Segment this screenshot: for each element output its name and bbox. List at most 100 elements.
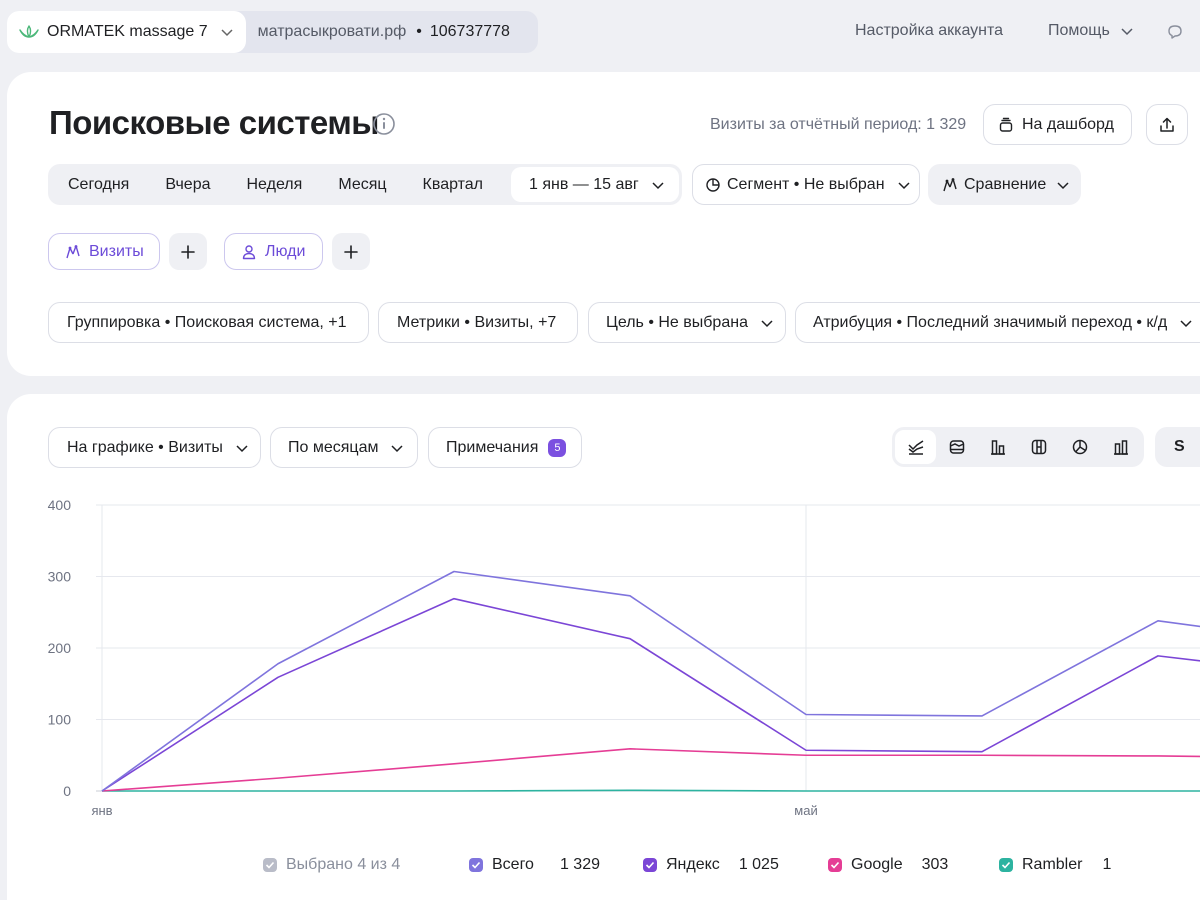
- checkbox-icon: [828, 858, 842, 872]
- page-title: Поисковые системы: [49, 104, 379, 141]
- chart-card: На графике • Визиты По месяцам Примечани…: [7, 394, 1200, 900]
- compare-icon: [943, 177, 957, 191]
- column-chart-type-button[interactable]: [1100, 430, 1141, 464]
- date-range-label: 1 янв — 15 авг: [529, 175, 639, 193]
- chevron-down-icon: [1180, 319, 1192, 327]
- people-metric-chip[interactable]: Люди: [224, 233, 323, 270]
- dashboard-stack-icon: [999, 117, 1013, 132]
- stacked-bar-type-button[interactable]: [1018, 430, 1059, 464]
- series-line-Всего: [101, 570, 1200, 792]
- goal-dropdown[interactable]: Цель • Не выбрана: [588, 302, 786, 343]
- notes-label: Примечания: [446, 438, 539, 456]
- visits-icon: [66, 244, 80, 258]
- y-tick-label: 100: [48, 712, 72, 728]
- lotus-logo-icon: [19, 25, 39, 38]
- info-icon[interactable]: [372, 112, 396, 136]
- chevron-down-icon: [898, 181, 910, 189]
- checkbox-icon: [263, 858, 277, 872]
- period-week[interactable]: Неделя: [246, 175, 303, 193]
- grouping-filter[interactable]: Группировка • Поисковая система, +1: [48, 302, 369, 343]
- date-range-dropdown[interactable]: 1 янв — 15 авг: [511, 167, 679, 202]
- bar-chart-type-button[interactable]: [977, 430, 1018, 464]
- bar-chart-icon: [990, 440, 1005, 455]
- series-line-Google: [101, 748, 1200, 792]
- notes-button[interactable]: Примечания 5: [428, 427, 582, 468]
- segment-dropdown[interactable]: Сегмент • Не выбран: [692, 164, 920, 205]
- stacked-area-icon: [949, 440, 964, 454]
- visits-metric-chip[interactable]: Визиты: [48, 233, 160, 270]
- upload-icon: [1160, 117, 1174, 132]
- segment-label: Сегмент • Не выбран: [727, 175, 885, 193]
- metrics-label: Метрики • Визиты, +7: [397, 313, 557, 331]
- legend-name: Всего: [492, 856, 534, 873]
- x-tick-label: май: [794, 803, 817, 818]
- legend-select-all[interactable]: Выбрано 4 из 4: [263, 856, 400, 874]
- separator-dot: •: [416, 23, 422, 40]
- add-visits-metric-button[interactable]: [169, 233, 207, 270]
- chevron-down-icon: [391, 444, 403, 452]
- checkbox-icon: [643, 858, 657, 872]
- counter-id: 106737778: [429, 23, 510, 40]
- y-tick-label: 400: [48, 497, 72, 513]
- chevron-down-icon: [652, 181, 664, 189]
- period-selector: Сегодня Вчера Неделя Месяц Квартал 1 янв…: [48, 164, 682, 205]
- chevron-down-icon: [1057, 181, 1069, 189]
- y-tick-label: 300: [48, 569, 72, 585]
- legend-name: Rambler: [1022, 856, 1083, 873]
- area-chart-type-button[interactable]: [936, 430, 977, 464]
- series-line-Rambler: [102, 789, 1200, 792]
- visits-total: Визиты за отчётный период: 1 329: [710, 116, 967, 133]
- period-quarter[interactable]: Квартал: [422, 175, 484, 193]
- compare-dropdown[interactable]: Сравнение: [928, 164, 1081, 205]
- plus-icon: [344, 244, 358, 259]
- legend-item-total[interactable]: Всего 1 329: [469, 856, 600, 874]
- add-people-metric-button[interactable]: [332, 233, 370, 270]
- legend-item-rambler[interactable]: Rambler 1: [999, 856, 1111, 874]
- y-tick-label: 200: [48, 640, 72, 656]
- legend-item-yandex[interactable]: Яндекс 1 025: [643, 856, 779, 874]
- chevron-down-icon: [236, 444, 248, 452]
- legend-value: 1: [1102, 856, 1112, 873]
- series-line-Яндекс: [101, 597, 1200, 792]
- person-icon: [242, 244, 256, 259]
- top-bar: ORMATEK massage 7 матрасыкровати.рф • 10…: [0, 0, 1200, 64]
- y-tick-label: 0: [63, 783, 71, 799]
- chevron-down-icon: [1121, 28, 1133, 36]
- legend-name: Яндекс: [666, 856, 720, 873]
- chat-icon[interactable]: [1166, 23, 1184, 41]
- column-chart-icon: [1113, 440, 1128, 455]
- counter-name-dropdown[interactable]: ORMATEK massage 7: [7, 11, 246, 53]
- legend-value: 1 329: [559, 856, 600, 873]
- chevron-down-icon: [761, 319, 773, 327]
- checkbox-icon: [469, 858, 483, 872]
- legend-item-google[interactable]: Google 303: [828, 856, 948, 874]
- scale-button[interactable]: S: [1155, 427, 1200, 467]
- attribution-dropdown[interactable]: Атрибуция • Последний значимый переход •…: [795, 302, 1200, 343]
- notes-count-badge: 5: [548, 438, 567, 457]
- export-button[interactable]: [1146, 104, 1188, 145]
- counter-selector[interactable]: ORMATEK massage 7 матрасыкровати.рф • 10…: [7, 11, 538, 53]
- pie-segment-icon: [706, 177, 720, 192]
- pie-chart-type-button[interactable]: [1059, 430, 1100, 464]
- period-today[interactable]: Сегодня: [68, 175, 130, 193]
- counter-site: матрасыкровати.рф: [257, 23, 407, 40]
- chevron-down-icon: [221, 29, 233, 37]
- help-label: Помощь: [1048, 22, 1110, 39]
- visits-line-chart: 0 100 200 300 400 янв май: [48, 497, 1200, 818]
- help-menu[interactable]: Помощь: [1048, 22, 1134, 40]
- metrics-filter[interactable]: Метрики • Визиты, +7: [378, 302, 578, 343]
- stacked-bar-icon: [1031, 439, 1046, 455]
- detail-period-dropdown[interactable]: По месяцам: [270, 427, 418, 468]
- line-chart-type-button[interactable]: [895, 430, 936, 464]
- pie-chart-icon: [1072, 439, 1087, 455]
- visits-chip-label: Визиты: [89, 242, 144, 260]
- period-month[interactable]: Месяц: [338, 175, 387, 193]
- to-dashboard-button[interactable]: На дашборд: [983, 104, 1132, 145]
- chart-type-switcher: [892, 427, 1144, 467]
- on-chart-label: На графике • Визиты: [67, 438, 223, 456]
- line-chart-icon: [907, 440, 923, 455]
- period-yesterday[interactable]: Вчера: [165, 175, 211, 193]
- detail-period-label: По месяцам: [288, 438, 379, 456]
- on-chart-metric-dropdown[interactable]: На графике • Визиты: [48, 427, 261, 468]
- account-settings-link[interactable]: Настройка аккаунта: [855, 22, 1004, 39]
